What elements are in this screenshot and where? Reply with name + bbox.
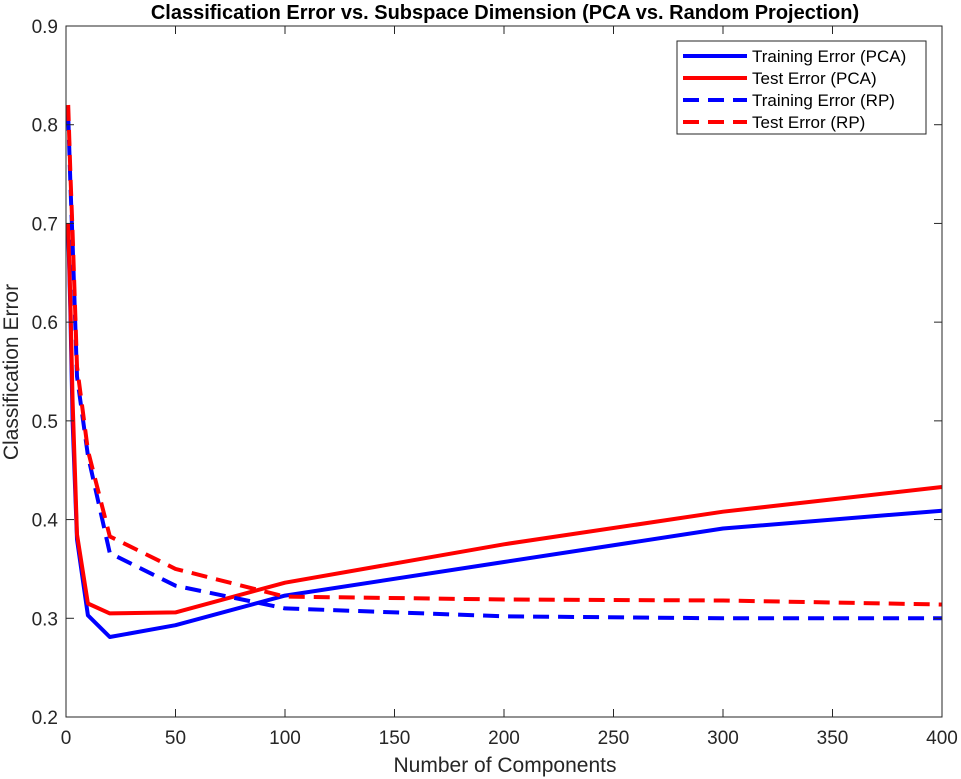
- legend-label-3: Training Error (RP): [752, 91, 895, 110]
- legend-label-1: Training Error (PCA): [752, 47, 906, 66]
- legend-label-2: Test Error (PCA): [752, 69, 877, 88]
- y-tick-label: 0.5: [32, 412, 58, 433]
- x-tick-label: 300: [707, 728, 739, 749]
- x-tick-label: 400: [926, 728, 958, 749]
- y-tick-label: 0.2: [32, 708, 58, 729]
- x-tick-label: 50: [165, 728, 186, 749]
- x-tick-label: 250: [598, 728, 630, 749]
- series-line-4: [66, 104, 943, 607]
- x-tick-label: 100: [269, 728, 301, 749]
- x-tick-label: 200: [488, 728, 520, 749]
- x-ticks: 0 50 100 150 200 250 300 350 400: [61, 26, 958, 749]
- legend-label-4: Test Error (RP): [752, 113, 865, 132]
- chart-title: Classification Error vs. Subspace Dimens…: [151, 2, 859, 24]
- y-tick-label: 0.7: [32, 214, 58, 235]
- y-tick-label: 0.8: [32, 116, 58, 137]
- y-tick-label: 0.6: [32, 313, 58, 334]
- x-tick-label: 350: [817, 728, 849, 749]
- x-tick-label: 150: [379, 728, 411, 749]
- series-line-2: [66, 223, 943, 616]
- y-tick-label: 0.4: [32, 511, 59, 532]
- x-tick-label: 0: [61, 728, 72, 749]
- y-ticks: 0.2 0.3 0.4 0.5 0.6 0.7 0.8 0.9: [32, 17, 942, 729]
- y-axis-label: Classification Error: [0, 284, 23, 460]
- y-tick-label: 0.3: [32, 609, 58, 630]
- legend: Training Error (PCA) Test Error (PCA) Trai…: [676, 40, 927, 135]
- x-axis-label: Number of Components: [394, 754, 617, 777]
- y-tick-label: 0.9: [32, 17, 58, 38]
